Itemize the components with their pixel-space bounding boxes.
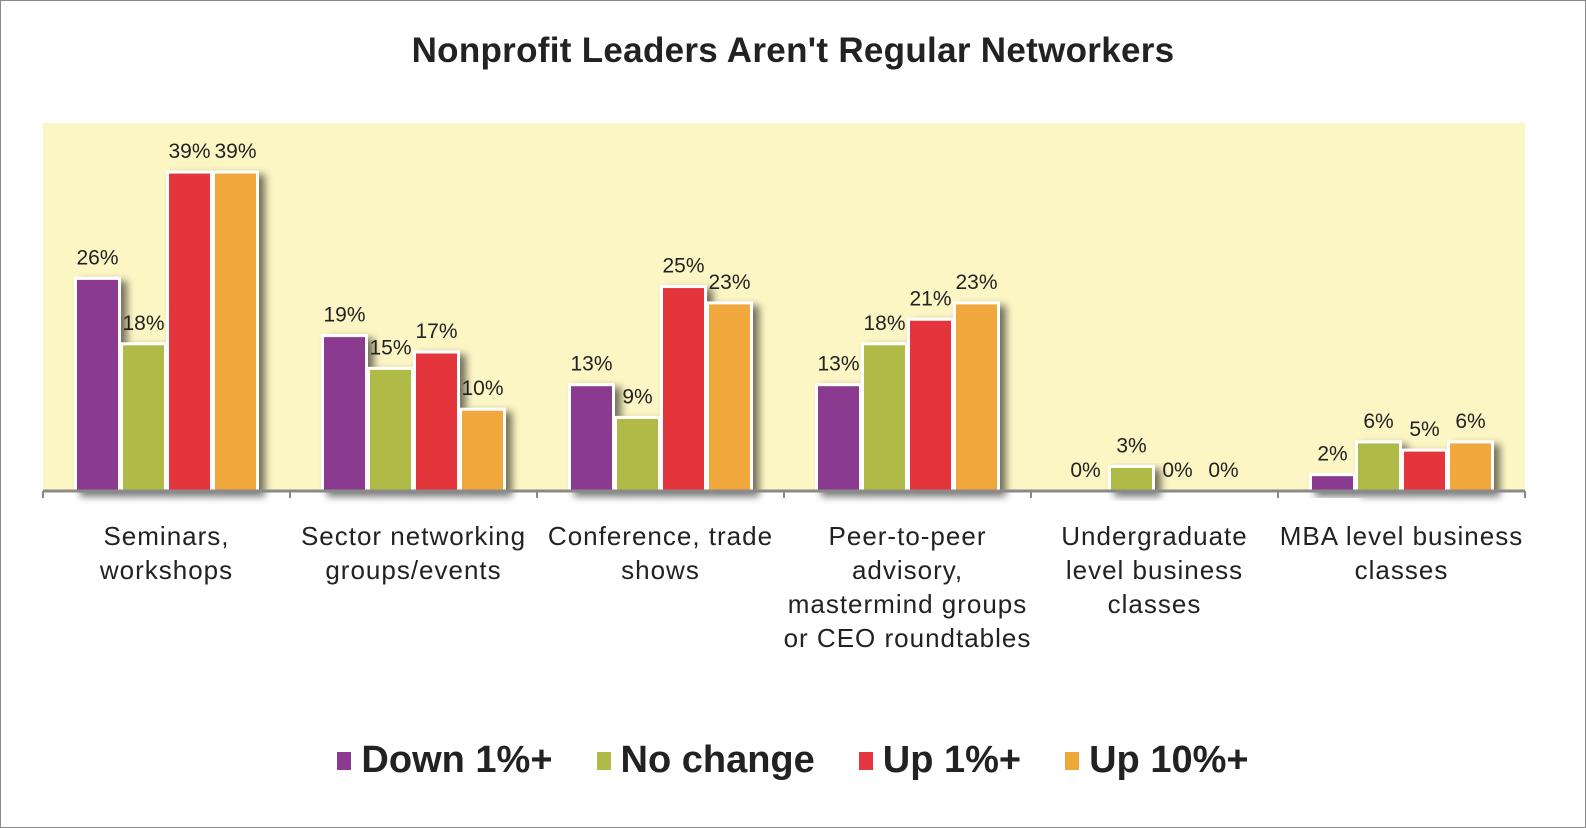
bar-up-1-: [907, 317, 954, 493]
legend-item: Up 10%+: [1065, 739, 1249, 782]
legend-swatch: [337, 751, 352, 770]
data-label: 25%: [662, 255, 704, 278]
bar-up-1-: [660, 285, 707, 493]
bar-up-10-: [212, 170, 259, 493]
bar-down-1-: [74, 276, 121, 493]
category-label: Peer-to-peer advisory, mastermind groups…: [783, 521, 1032, 653]
bar-down-1-: [815, 383, 862, 493]
legend-item: No change: [596, 739, 815, 782]
bar-no-change: [1355, 440, 1402, 493]
category-label: Seminars, workshops: [99, 521, 234, 585]
data-label: 0%: [1162, 459, 1192, 482]
data-label: 6%: [1455, 410, 1485, 433]
data-label: 3%: [1116, 434, 1146, 457]
legend-swatch: [858, 751, 873, 770]
data-label: 23%: [955, 271, 997, 294]
bar-down-1-: [1309, 473, 1356, 493]
bar-no-change: [120, 342, 167, 493]
data-label: 2%: [1317, 443, 1347, 466]
bar-down-1-: [321, 334, 368, 493]
bar-up-1-: [413, 350, 460, 493]
category-label: Undergraduate level business classes: [1061, 521, 1248, 619]
data-label: 18%: [863, 312, 905, 335]
bar-no-change: [861, 342, 908, 493]
data-label: 21%: [909, 287, 951, 310]
category-label: Conference, trade shows: [547, 521, 774, 585]
data-label: 9%: [622, 385, 652, 408]
legend: Down 1%+ No change Up 1%+ Up 10%+: [1, 739, 1585, 782]
data-label: 39%: [214, 140, 256, 163]
data-label: 23%: [708, 271, 750, 294]
legend-item: Down 1%+: [337, 739, 553, 782]
plot-area: [43, 123, 1525, 491]
category-label: MBA level business classes: [1279, 521, 1524, 585]
bar-up-1-: [166, 170, 213, 493]
data-label: 0%: [1208, 459, 1238, 482]
bar-up-10-: [459, 407, 506, 493]
data-label: 39%: [168, 140, 210, 163]
legend-label: Down 1%+: [361, 739, 553, 781]
bar-no-change: [614, 415, 661, 493]
bar-no-change: [367, 366, 414, 493]
data-label: 18%: [122, 312, 164, 335]
data-label: 17%: [415, 320, 457, 343]
data-label: 26%: [76, 246, 118, 269]
legend-swatch: [596, 751, 611, 770]
legend-label: Up 1%+: [882, 739, 1022, 781]
bar-no-change: [1108, 464, 1155, 493]
data-label: 6%: [1363, 410, 1393, 433]
legend-label: No change: [620, 739, 815, 781]
bar-up-10-: [706, 301, 753, 493]
data-label: 5%: [1409, 418, 1439, 441]
category-label: Sector networking groups/events: [300, 521, 527, 585]
data-label: 15%: [369, 336, 411, 359]
chart-title: Nonprofit Leaders Aren't Regular Network…: [411, 31, 1175, 70]
data-label: 13%: [570, 353, 612, 376]
bar-up-1-: [1401, 448, 1448, 493]
bar-down-1-: [568, 383, 615, 493]
bar-up-10-: [953, 301, 1000, 493]
legend-label: Up 10%+: [1089, 739, 1249, 781]
data-label: 0%: [1070, 459, 1100, 482]
data-label: 13%: [817, 353, 859, 376]
data-label: 19%: [323, 304, 365, 327]
data-label: 10%: [461, 377, 503, 400]
bar-up-10-: [1447, 440, 1494, 493]
legend-item: Up 1%+: [858, 739, 1022, 782]
legend-swatch: [1065, 751, 1080, 770]
